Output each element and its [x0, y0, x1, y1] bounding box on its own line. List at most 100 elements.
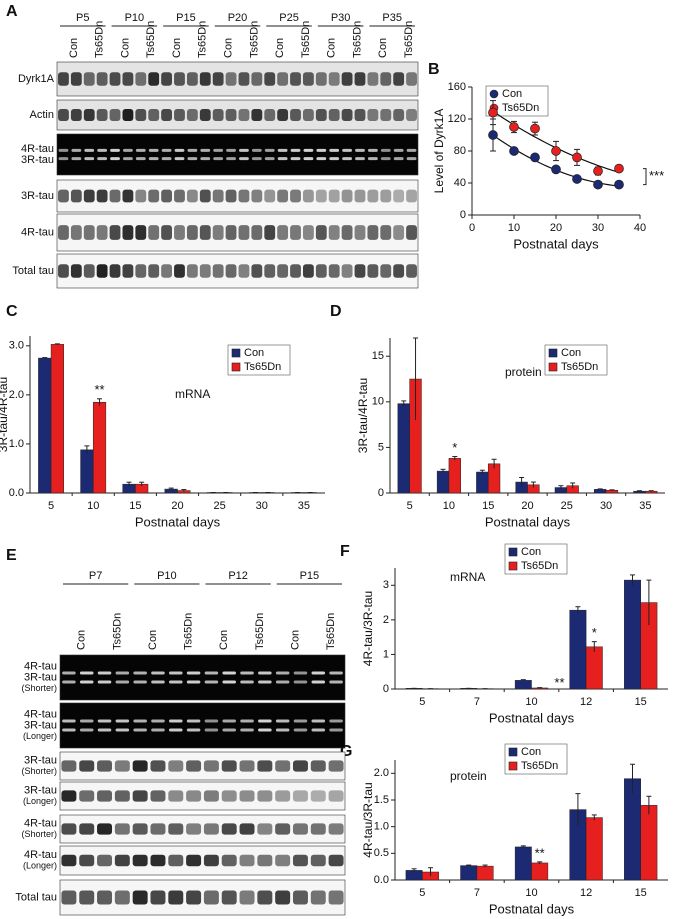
- x-tick-label: 0: [469, 222, 475, 234]
- annotation: **: [94, 382, 104, 397]
- band: [393, 225, 405, 240]
- y-tick-label: 0.5: [374, 847, 389, 859]
- band: [109, 225, 121, 240]
- x-tick-label: 12: [580, 887, 592, 899]
- band: [275, 854, 291, 867]
- band: [275, 890, 291, 905]
- band: [302, 264, 314, 278]
- band: [133, 680, 147, 684]
- band: [186, 225, 198, 240]
- band: [203, 790, 219, 802]
- x-tick-label: 25: [214, 500, 226, 512]
- row-label: 4R-tau: [21, 226, 54, 238]
- band: [393, 264, 405, 278]
- band: [133, 719, 147, 723]
- row-label: 3R-tau: [24, 754, 57, 766]
- band: [251, 109, 263, 121]
- row-label: 4R-tau: [21, 143, 54, 155]
- band: [174, 148, 185, 152]
- band: [61, 790, 77, 802]
- bar: [585, 817, 603, 881]
- band: [315, 225, 327, 240]
- band: [97, 823, 113, 835]
- band: [328, 109, 340, 121]
- legend-label: Con: [244, 347, 264, 359]
- band: [203, 854, 219, 867]
- band: [328, 890, 344, 905]
- row-label: 4R-tau: [24, 708, 57, 720]
- row-label: 3R-tau: [24, 671, 57, 683]
- panel-label: F: [340, 543, 350, 560]
- group-label: P15: [176, 12, 196, 24]
- panel-label: B: [428, 61, 440, 78]
- band: [328, 823, 344, 835]
- band: [354, 72, 366, 86]
- band: [97, 760, 113, 772]
- band: [199, 225, 211, 240]
- group-label: P7: [89, 570, 102, 582]
- band: [275, 671, 290, 675]
- band: [83, 189, 95, 203]
- band: [380, 157, 391, 161]
- y-tick-label: 0: [383, 683, 389, 695]
- band: [115, 671, 130, 675]
- band: [354, 264, 366, 278]
- band: [109, 109, 121, 121]
- y-tick-label: 3.0: [9, 340, 24, 352]
- band: [61, 823, 77, 835]
- band: [150, 760, 166, 772]
- band: [62, 671, 76, 675]
- band: [168, 854, 184, 867]
- band: [275, 823, 291, 835]
- y-tick-label: 2.0: [374, 767, 389, 779]
- band: [264, 225, 276, 240]
- band: [114, 790, 130, 802]
- band: [329, 728, 343, 732]
- band: [292, 854, 308, 867]
- lane-label: Con: [289, 630, 301, 650]
- band: [161, 157, 172, 161]
- band: [329, 680, 343, 684]
- band: [204, 680, 219, 684]
- band: [367, 148, 378, 152]
- band: [186, 728, 201, 732]
- band: [329, 157, 340, 161]
- band: [367, 264, 379, 278]
- band: [342, 148, 352, 152]
- band: [161, 189, 173, 203]
- band: [97, 680, 112, 684]
- band: [203, 890, 219, 905]
- band: [161, 225, 173, 240]
- annotation: *: [452, 440, 457, 455]
- band: [213, 148, 224, 152]
- band: [58, 109, 69, 121]
- panel-label: E: [6, 547, 17, 564]
- band: [380, 72, 392, 86]
- x-tick-label: 12: [580, 696, 592, 708]
- legend-label: Ts65Dn: [521, 760, 558, 772]
- band: [341, 225, 353, 240]
- band: [275, 790, 291, 802]
- band: [174, 72, 185, 86]
- legend-label: Con: [561, 347, 581, 359]
- band: [79, 823, 95, 835]
- band: [251, 264, 263, 278]
- x-tick-label: 7: [474, 696, 480, 708]
- row-label: (Shorter): [21, 829, 57, 839]
- legend-label: Con: [502, 88, 522, 100]
- bar: [397, 403, 410, 494]
- y-tick-label: 40: [454, 177, 466, 189]
- band: [133, 671, 147, 675]
- group-label: P25: [279, 12, 299, 24]
- point: [572, 152, 582, 163]
- band: [355, 157, 365, 161]
- bar: [476, 471, 489, 494]
- band: [221, 760, 237, 772]
- band: [187, 148, 198, 152]
- band: [133, 728, 147, 732]
- band: [79, 790, 95, 802]
- lane-label: Ts65Dn: [248, 21, 260, 58]
- lane-label: Ts65Dn: [325, 613, 337, 650]
- band: [311, 680, 326, 684]
- y-tick-label: 160: [448, 81, 466, 93]
